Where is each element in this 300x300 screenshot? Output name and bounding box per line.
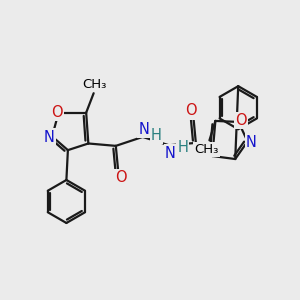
Text: O: O [235, 113, 247, 128]
Text: O: O [52, 104, 63, 119]
Text: O: O [115, 170, 126, 185]
Text: O: O [185, 103, 197, 118]
Text: N: N [165, 146, 176, 160]
Text: N: N [246, 134, 256, 149]
Text: CH₃: CH₃ [82, 78, 107, 91]
Text: H: H [151, 128, 162, 142]
Text: H: H [177, 140, 188, 154]
Text: N: N [138, 122, 149, 137]
Text: CH₃: CH₃ [194, 143, 219, 156]
Text: N: N [44, 130, 55, 145]
